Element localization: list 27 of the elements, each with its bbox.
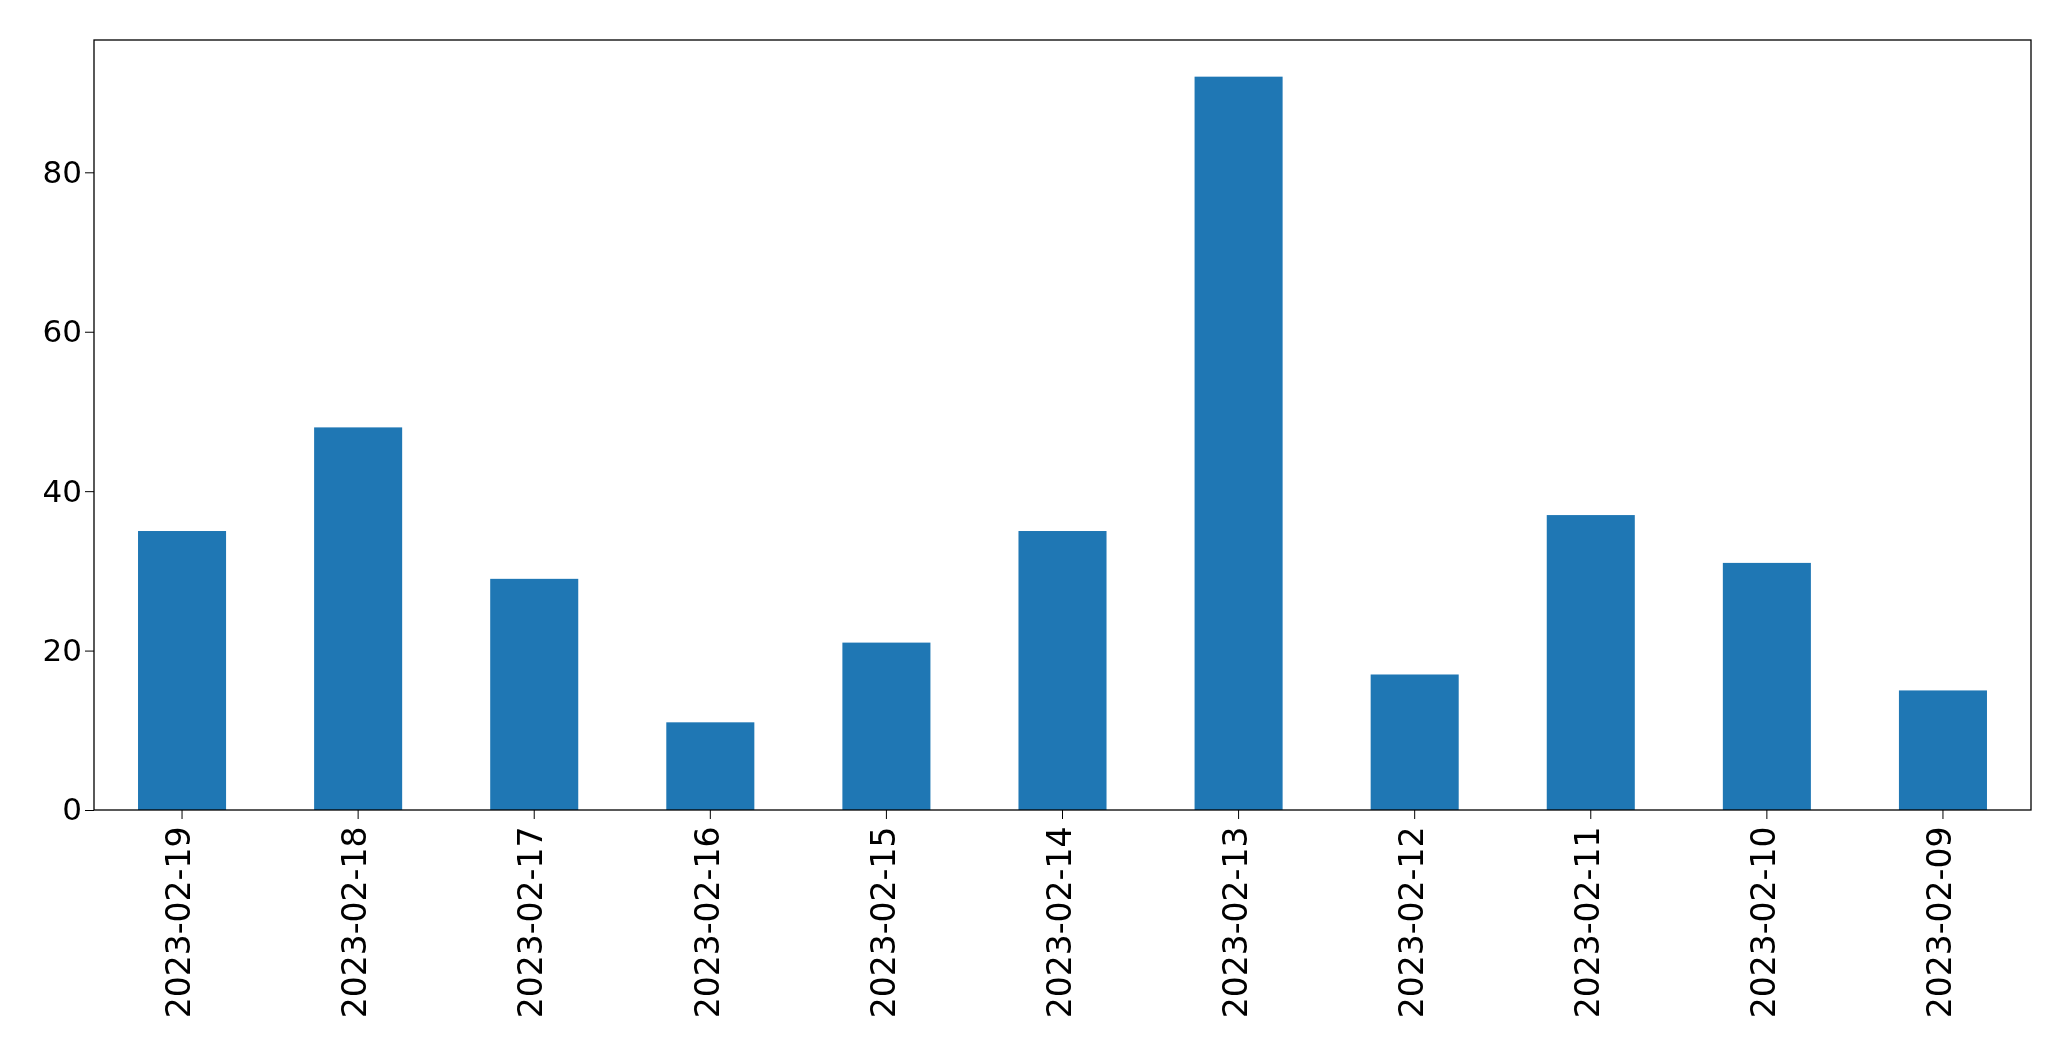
bar	[666, 722, 755, 810]
bar	[1898, 690, 1987, 810]
x-tick-label: 2023-02-11	[1567, 826, 1607, 1019]
x-tick-label: 2023-02-14	[1039, 826, 1079, 1019]
y-tick-label: 80	[42, 153, 82, 190]
x-tick-label: 2023-02-09	[1920, 826, 1960, 1019]
x-tick-label: 2023-02-12	[1391, 826, 1431, 1019]
bar	[1018, 531, 1107, 810]
y-tick-label: 20	[42, 632, 82, 668]
y-tick-label: 60	[42, 313, 82, 350]
bar	[1722, 562, 1811, 810]
bar	[490, 578, 579, 810]
bar	[314, 427, 403, 810]
bar	[138, 531, 227, 810]
x-tick-label: 2023-02-13	[1215, 826, 1255, 1019]
y-tick-label: 40	[42, 472, 82, 509]
bar	[1194, 76, 1283, 810]
x-tick-label: 2023-02-10	[1744, 826, 1784, 1019]
y-tick-label: 0	[62, 791, 82, 828]
bar	[1370, 674, 1459, 810]
bar	[842, 642, 931, 810]
x-tick-label: 2023-02-18	[335, 826, 375, 1019]
x-tick-label: 2023-02-16	[687, 826, 727, 1019]
bar	[1546, 515, 1635, 810]
x-tick-label: 2023-02-19	[159, 826, 199, 1019]
x-tick-label: 2023-02-15	[863, 826, 903, 1019]
x-tick-label: 2023-02-17	[511, 826, 551, 1019]
